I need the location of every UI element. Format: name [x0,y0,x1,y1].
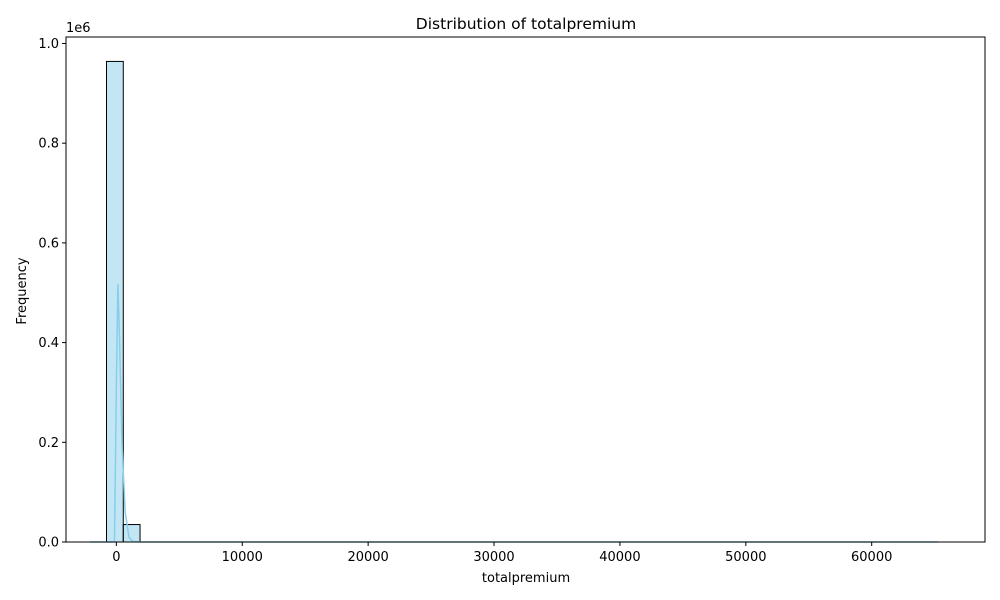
y-tick-label: 0.4 [38,336,59,351]
y-axis-scale-label: 1e6 [66,21,91,36]
x-tick-label: 20000 [347,550,388,565]
x-tick-label: 60000 [851,550,892,565]
y-tick-label: 0.8 [38,137,59,152]
x-tick-label: 30000 [473,550,514,565]
x-tick-label: 40000 [599,550,640,565]
axes-frame [65,36,986,543]
y-tick-label: 0.6 [38,236,59,251]
plot-area: 0 10000 20000 30000 40000 50000 60000 0.0 0.2 0.4… [38,36,986,565]
chart-title: Distribution of totalpremium [416,15,636,33]
y-tick-label: 1.0 [38,37,59,52]
x-tick-label: 50000 [725,550,766,565]
x-tick-label: 10000 [222,550,263,565]
x-tick-label: 0 [112,550,120,565]
y-tick-label: 0.2 [38,436,59,451]
y-axis-title: Frequency [15,257,30,324]
y-tick-label: 0.0 [38,536,59,551]
x-axis-title: totalpremium [482,571,570,586]
